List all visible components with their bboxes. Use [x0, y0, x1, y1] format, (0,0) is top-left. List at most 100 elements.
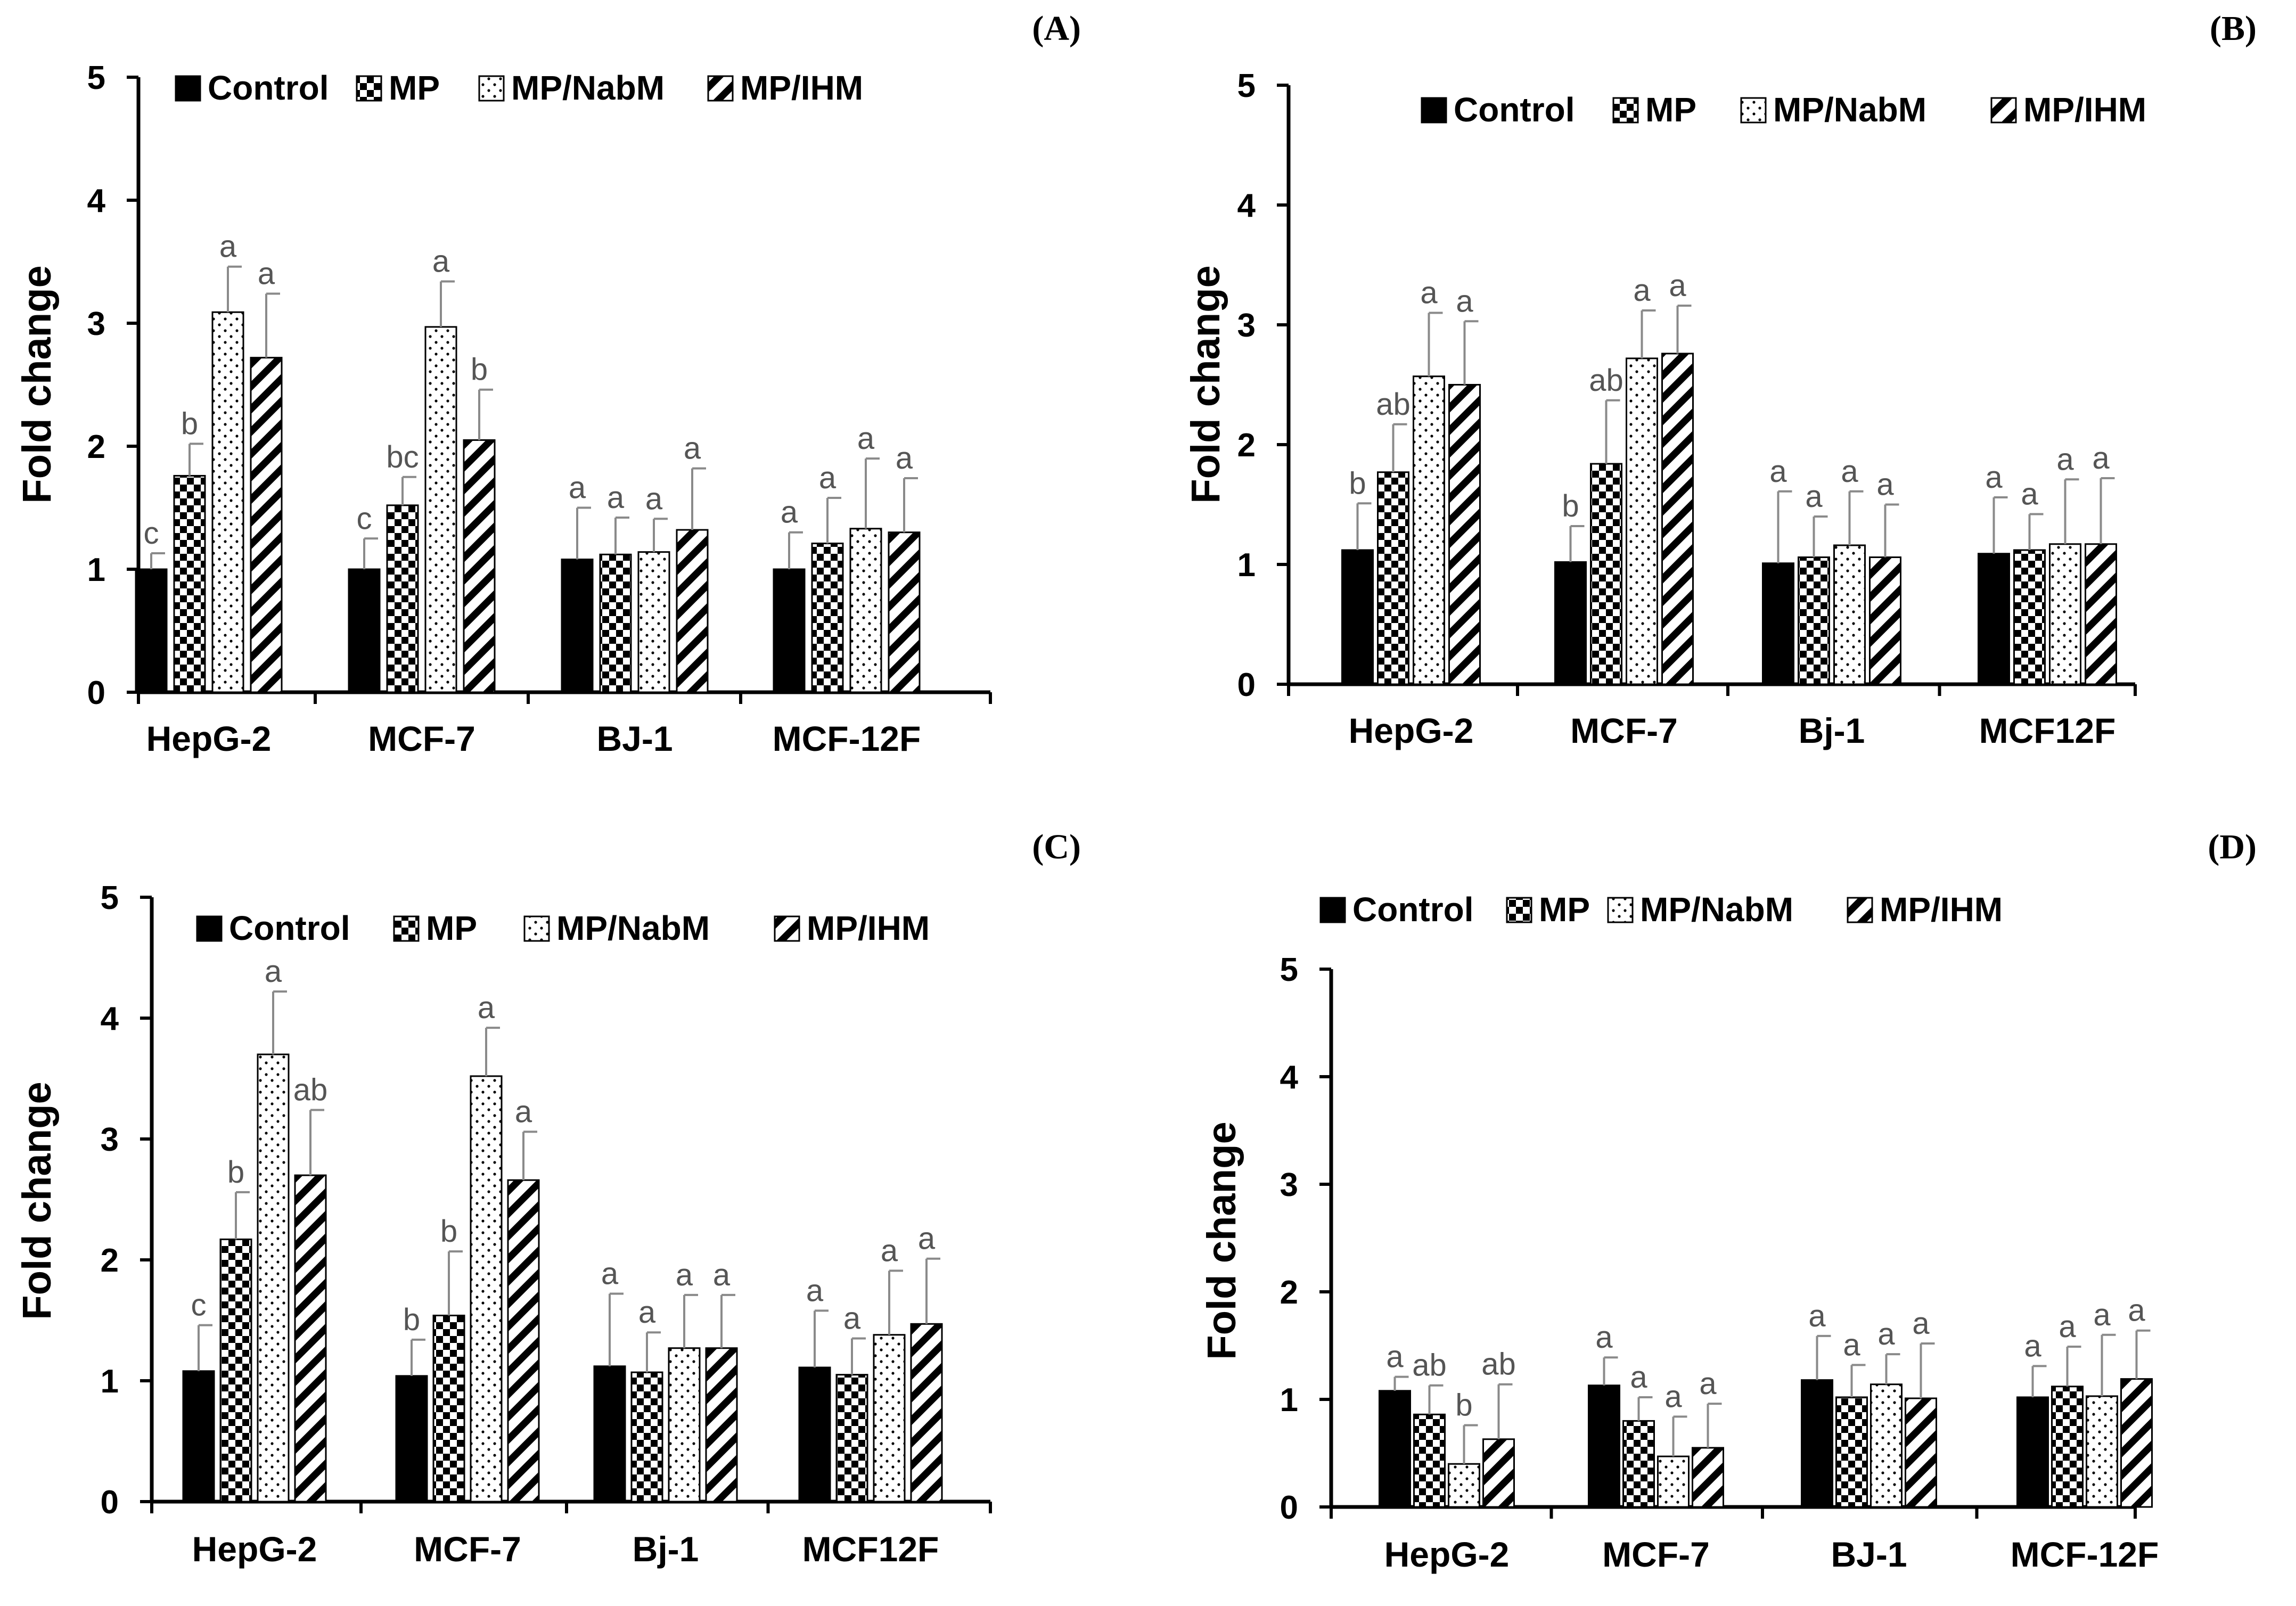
bar	[849, 528, 882, 693]
legend-label: MP/NabM	[1640, 890, 1793, 929]
legend-label: Control	[1352, 890, 1474, 929]
chart-panel-a: 0 1 2 3 4 5 HepG-2 MCF-7 BJ-1 MCF-12F Fold change (…	[14, 9, 1081, 758]
legend-swatch	[1506, 897, 1532, 923]
significance-label: b	[1349, 466, 1366, 501]
y-tick-label: 5	[1237, 68, 1256, 104]
bar	[1448, 1463, 1480, 1508]
y-tick-label: 0	[87, 675, 105, 711]
x-tick-label: HepG-2	[146, 719, 272, 758]
significance-label: b	[403, 1302, 420, 1337]
legend-label: MP/NabM	[1773, 91, 1926, 129]
legend-label: MP/NabM	[511, 69, 665, 107]
bar	[182, 1370, 215, 1503]
x-tick-label: BJ-1	[1831, 1535, 1907, 1574]
bar	[386, 504, 419, 693]
bar	[811, 542, 844, 693]
bar	[173, 474, 206, 693]
legend-swatch	[393, 915, 420, 942]
legend-label: MP/IHM	[740, 69, 863, 107]
y-tick-label: 4	[101, 1001, 119, 1037]
legend-swatch	[523, 915, 550, 942]
bar	[1554, 561, 1587, 685]
significance-label: bc	[386, 440, 419, 474]
significance-label: a	[219, 230, 237, 264]
bar	[1833, 544, 1866, 685]
significance-label: a	[258, 257, 275, 291]
bar	[219, 1238, 252, 1503]
bar	[676, 529, 709, 693]
legend-label: Control	[208, 69, 329, 107]
y-tick-label: 1	[1280, 1382, 1298, 1419]
significance-label: a	[1386, 1340, 1404, 1374]
y-tick-label: 3	[1280, 1167, 1298, 1203]
significance-label: a	[1633, 273, 1651, 308]
significance-label: a	[569, 471, 586, 505]
y-tick-label: 0	[1280, 1489, 1298, 1526]
bar	[888, 531, 921, 693]
significance-label: b	[227, 1155, 244, 1190]
significance-label: a	[515, 1094, 532, 1129]
significance-label: a	[857, 421, 875, 456]
significance-label: c	[357, 501, 372, 536]
bar	[637, 551, 670, 693]
significance-label: a	[713, 1258, 731, 1292]
bar	[773, 568, 806, 693]
bar	[1870, 1383, 1903, 1508]
significance-label: a	[2093, 1298, 2111, 1332]
y-tick-label: 4	[87, 183, 106, 219]
bar	[463, 439, 496, 693]
significance-label: ab	[1412, 1348, 1447, 1383]
bar	[1798, 556, 1830, 685]
bar	[1341, 549, 1374, 685]
legend-label: MP/IHM	[807, 909, 930, 947]
significance-label: a	[918, 1222, 936, 1256]
significance-label: a	[478, 990, 495, 1025]
bar	[1692, 1447, 1724, 1508]
y-tick-label: 4	[1280, 1059, 1299, 1096]
bar	[1762, 562, 1794, 685]
legend-swatch	[1990, 97, 2017, 124]
significance-label: a	[806, 1273, 824, 1308]
bar	[873, 1334, 906, 1503]
significance-label: ab	[1481, 1347, 1516, 1382]
significance-label: ab	[1376, 387, 1411, 422]
significance-label: a	[2128, 1293, 2145, 1328]
bar	[835, 1374, 868, 1503]
y-tick-label: 3	[87, 306, 105, 342]
significance-label: a	[1456, 284, 1473, 318]
significance-label: a	[684, 431, 701, 466]
x-tick-label: HepG-2	[1349, 711, 1474, 750]
significance-label: a	[638, 1295, 656, 1330]
x-tick-label: MCF12F	[802, 1529, 939, 1569]
y-axis-label: Fold change	[14, 1081, 60, 1320]
bar	[432, 1314, 465, 1503]
significance-label: a	[1669, 268, 1686, 303]
significance-label: a	[1912, 1306, 1930, 1341]
bar	[1835, 1396, 1868, 1508]
bar	[1448, 384, 1481, 685]
significance-label: a	[843, 1301, 861, 1336]
significance-label: c	[144, 516, 159, 551]
legend-swatch	[196, 915, 223, 942]
y-tick-label: 4	[1237, 187, 1256, 224]
y-tick-label: 1	[87, 552, 105, 588]
bar	[2051, 1386, 2084, 1508]
legend-label: MP/IHM	[2023, 91, 2146, 129]
bar	[1377, 471, 1409, 685]
bar	[798, 1366, 831, 1503]
significance-label: a	[881, 1233, 898, 1268]
significance-label: a	[601, 1257, 619, 1291]
bar	[1626, 357, 1658, 685]
bar	[257, 1053, 290, 1503]
panel-label: (B)	[2210, 9, 2257, 48]
significance-label: a	[2059, 1309, 2076, 1344]
legend-swatch	[175, 75, 201, 102]
chart-panel-c: 0 1 2 3 4 5 HepG-2 MCF-7 Bj-1 MCF12F Fold change (C…	[14, 827, 1081, 1569]
bar	[668, 1347, 701, 1503]
y-tick-label: 3	[1237, 307, 1256, 344]
y-tick-label: 5	[101, 880, 119, 916]
significance-label: a	[1876, 468, 1894, 502]
legend-swatch	[356, 75, 382, 102]
bar	[1413, 375, 1445, 685]
